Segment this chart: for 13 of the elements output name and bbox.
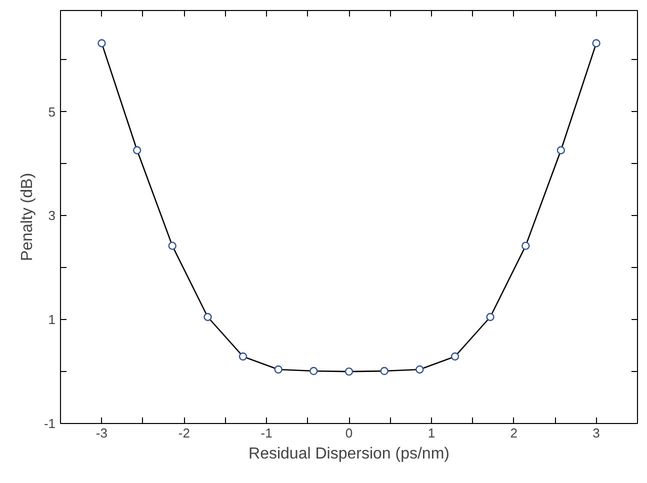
- x-tick-label: -1: [260, 426, 272, 440]
- x-tick-label: 0: [345, 426, 353, 440]
- y-tick-label: 3: [48, 208, 56, 224]
- x-axis-title: Residual Dispersion (ps/nm): [248, 446, 450, 462]
- y-tick-label: -1: [44, 416, 56, 431]
- x-tick-label: 3: [592, 426, 600, 440]
- x-tick-label: -2: [178, 426, 190, 440]
- y-tick-label: 1: [48, 312, 56, 328]
- x-tick-label: 1: [428, 426, 436, 440]
- x-tick-label: 2: [510, 426, 518, 440]
- x-tick-label: -3: [96, 426, 108, 440]
- y-tick-label: 5: [48, 104, 56, 120]
- y-axis-title: Penalty (dB): [18, 172, 36, 262]
